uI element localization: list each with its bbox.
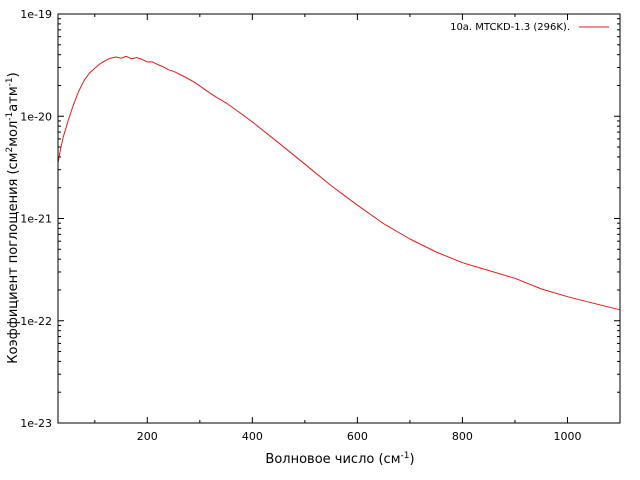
legend-label: 10a. MTCKD-1.3 (296K). [450, 22, 570, 33]
series-line-0 [57, 55, 621, 311]
x-axis-title-tail: ) [409, 452, 414, 467]
x-axis-title-sup: -1 [401, 451, 410, 461]
y-axis-title: Коэффициент поглощения (см2мол-1атм-1) [5, 72, 21, 363]
y-tick-label: 1e-21 [20, 213, 52, 226]
y-tick-label: 1e-22 [20, 315, 52, 328]
x-tick-label: 200 [137, 430, 158, 443]
plot-area [57, 55, 621, 311]
y-tick-label: 1e-19 [20, 8, 52, 21]
legend: 10a. MTCKD-1.3 (296K). [450, 22, 609, 33]
x-tick-label: 600 [347, 430, 368, 443]
y-axis-title-part: Коэффициент поглощения (см [6, 153, 21, 364]
x-tick-labels: 200 400 600 800 1000 [137, 430, 582, 443]
plot-frame [57, 13, 621, 424]
x-tick-label: 1000 [553, 430, 581, 443]
y-axis-title-part: -1 [5, 112, 15, 121]
y-axis-title-part: 2 [5, 147, 15, 153]
x-tick-label: 800 [452, 430, 473, 443]
y-axis-title-part: мол [6, 121, 21, 147]
x-axis-title: Волновое число (см-1) [265, 451, 414, 467]
y-tick-label: 1e-23 [20, 417, 52, 430]
x-tick-label: 400 [242, 430, 263, 443]
y-tick-label: 1e-20 [20, 110, 52, 123]
y-axis-title-part: атм [6, 86, 21, 111]
y-tick-labels: 1e-19 1e-20 1e-21 1e-22 1e-23 [20, 8, 52, 430]
y-axis-title-part: -1 [5, 77, 15, 86]
y-axis-title-part: ) [6, 72, 21, 77]
